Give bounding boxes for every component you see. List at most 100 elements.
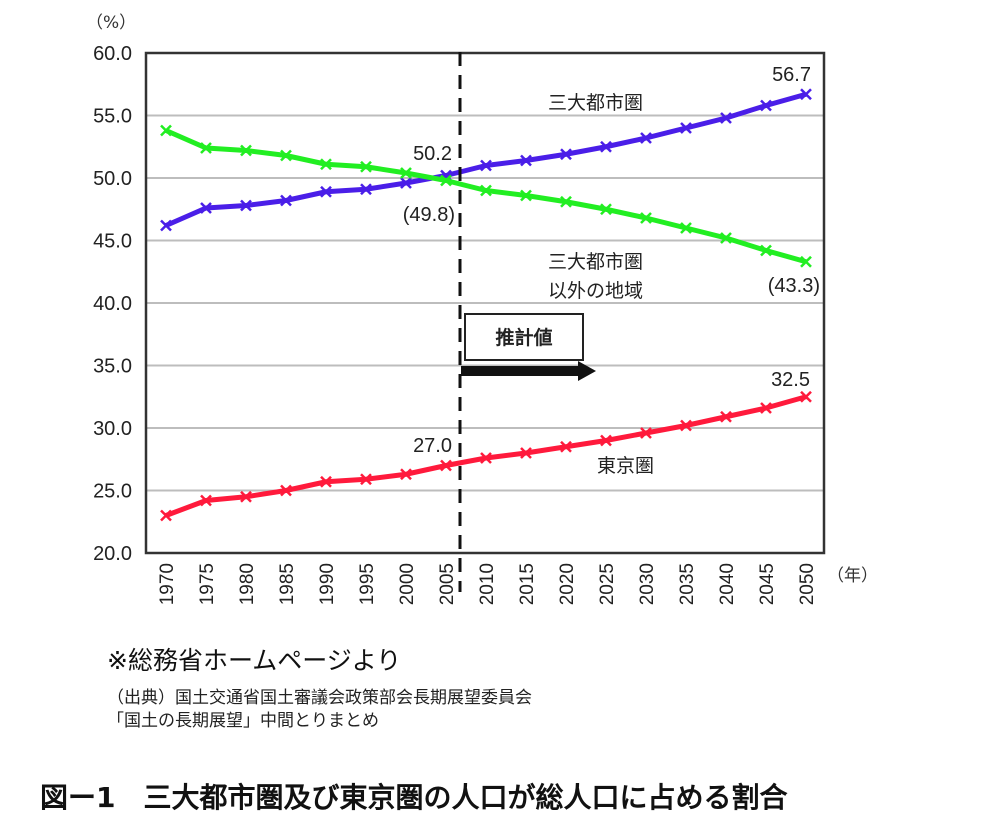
x-tick-label: 1985 — [277, 563, 298, 605]
x-tick-label: 1970 — [157, 563, 178, 605]
series-line — [165, 394, 807, 518]
series-label-tokyo: 東京圏 — [597, 455, 654, 477]
y-tick-label: 55.0 — [93, 106, 132, 128]
data-point-marker — [560, 195, 572, 208]
data-point-marker — [720, 410, 732, 423]
y-tick-label: 30.0 — [93, 418, 132, 440]
x-tick-label: 1995 — [357, 563, 378, 605]
data-point-marker — [240, 490, 252, 503]
data-point-marker — [200, 142, 212, 154]
source-note: ※総務省ホームページより — [107, 646, 402, 675]
data-point-marker — [640, 212, 652, 224]
series-label-other-line2: 以外の地域 — [548, 280, 643, 302]
x-tick-label: 2040 — [717, 563, 738, 605]
series-label-other-line1: 三大都市圏 — [548, 251, 643, 273]
data-point-marker — [360, 183, 372, 196]
data-point-marker — [680, 419, 692, 432]
x-tick-label: 2020 — [557, 563, 578, 605]
data-point-marker — [680, 122, 692, 134]
x-tick-label: 2000 — [397, 563, 418, 605]
series-line — [164, 128, 807, 265]
x-tick-label: 2025 — [597, 563, 618, 605]
data-point-marker — [600, 140, 612, 153]
y-tick-label: 35.0 — [93, 356, 132, 378]
y-tick-label: 50.0 — [93, 168, 132, 190]
projection-label-box — [464, 313, 584, 361]
data-point-marker — [280, 194, 292, 207]
data-point-marker — [400, 167, 412, 179]
data-point-marker — [400, 177, 412, 189]
data-point-marker — [240, 199, 252, 212]
annotation-three-metro-2005: 50.2 — [413, 143, 452, 165]
projection-arrow — [461, 361, 596, 381]
series-label-three-metro: 三大都市圏 — [548, 92, 643, 114]
x-axis-unit: （年） — [827, 566, 878, 586]
data-point-marker — [320, 475, 332, 488]
data-point-marker — [760, 99, 772, 112]
data-point-marker — [480, 452, 492, 464]
series-0 — [160, 88, 812, 232]
series-2 — [160, 390, 812, 522]
data-point-marker — [720, 232, 732, 244]
gridlines — [146, 114, 824, 492]
y-tick-label: 20.0 — [93, 543, 132, 565]
data-point-marker — [520, 189, 532, 202]
data-point-marker — [520, 154, 532, 167]
data-point-marker — [560, 148, 572, 161]
source-citation-line1: （出典）国土交通省国土審議会政策部会長期展望委員会 — [107, 688, 532, 708]
series-group — [160, 88, 812, 522]
data-point-marker — [760, 402, 772, 414]
y-tick-label: 25.0 — [93, 481, 132, 503]
x-tick-label: 2030 — [637, 563, 658, 605]
x-tick-label: 2010 — [477, 563, 498, 605]
x-tick-label: 1975 — [197, 563, 218, 605]
data-point-marker — [600, 203, 612, 216]
data-point-marker — [640, 427, 652, 439]
data-point-marker — [480, 184, 492, 197]
data-point-marker — [720, 112, 732, 124]
data-point-marker — [240, 144, 252, 157]
x-tick-label: 1990 — [317, 563, 338, 605]
data-point-marker — [680, 222, 692, 234]
data-point-marker — [320, 185, 332, 198]
x-axis-ticks: 1970 1975 1980 1985 1990 1995 2000 2005 2010 2015… — [157, 563, 818, 605]
data-point-marker — [200, 202, 212, 214]
figure-title: 図ー1 三大都市圏及び東京圏の人口が総人口に占める割合 — [40, 781, 788, 814]
plot-frame — [144, 51, 826, 555]
y-axis-ticks: 60.0 55.0 50.0 45.0 40.0 35.0 30.0 25.0 20.0 — [93, 43, 132, 565]
arrow-head-icon — [578, 361, 596, 381]
source-citation-line2: 「国土の長期展望」中間とりまとめ — [107, 711, 379, 731]
data-point-marker — [440, 174, 452, 187]
data-point-marker — [760, 244, 772, 257]
x-tick-label: 2050 — [797, 563, 818, 605]
data-point-marker — [600, 434, 612, 447]
data-point-marker — [160, 124, 172, 137]
y-tick-label: 40.0 — [93, 293, 132, 315]
data-point-marker — [160, 509, 172, 522]
x-tick-label: 2035 — [677, 563, 698, 605]
data-point-marker — [800, 390, 812, 403]
series-1 — [160, 124, 812, 268]
data-point-marker — [520, 447, 532, 459]
data-point-marker — [360, 473, 372, 486]
data-point-marker — [400, 468, 412, 481]
data-point-marker — [440, 459, 452, 472]
x-tick-label: 2015 — [517, 563, 538, 605]
data-point-marker — [800, 88, 812, 101]
data-point-marker — [560, 440, 572, 453]
annotation-three-metro-2050: 56.7 — [772, 64, 811, 86]
data-point-marker — [800, 255, 812, 268]
x-tick-label: 2005 — [437, 563, 458, 605]
annotation-tokyo-2050: 32.5 — [771, 369, 810, 391]
annotation-other-2005: (49.8) — [403, 204, 455, 226]
data-point-marker — [640, 132, 652, 144]
data-point-marker — [480, 159, 492, 172]
data-point-marker — [360, 160, 372, 173]
data-point-marker — [200, 494, 212, 507]
projection-box: 推計値 — [464, 313, 584, 361]
arrow-shaft — [461, 366, 581, 376]
annotation-other-2050: (43.3) — [768, 275, 820, 297]
x-tick-label: 1980 — [237, 563, 258, 605]
line-chart: 60.0 55.0 50.0 45.0 40.0 35.0 30.0 25.0 20.0 197… — [86, 13, 878, 605]
series-line — [164, 91, 807, 228]
